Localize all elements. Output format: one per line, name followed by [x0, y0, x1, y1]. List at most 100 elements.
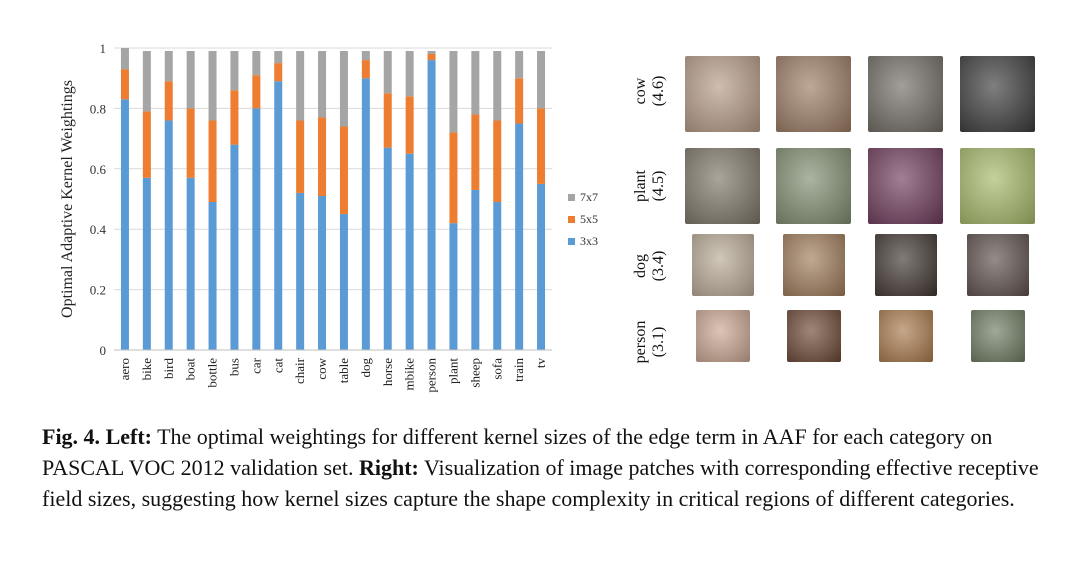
- bar-segment-car-3x3: [252, 108, 261, 351]
- x-tick-label: sheep: [467, 358, 482, 388]
- bar-segment-bus-7x7: [230, 51, 239, 91]
- bar-segment-bottle-5x5: [208, 120, 217, 203]
- patch-image-plant-2: [776, 148, 851, 224]
- x-tick-label: horse: [380, 358, 395, 386]
- patch-image-cow-3: [868, 56, 943, 132]
- row-label-name: plant: [632, 170, 649, 202]
- stacked-bar-chart: 0 0.2 0.4 0.6 0.8 1 Optimal Adaptive Kernel We…: [59, 41, 598, 393]
- bar-segment-aero-5x5: [120, 69, 129, 100]
- patch-image-cow-4: [960, 56, 1035, 132]
- row-label-cow: cow (4.6): [630, 48, 670, 134]
- bar-segment-chair-3x3: [296, 192, 305, 350]
- patch-image-dog-1: [691, 234, 754, 296]
- row-label-name: dog: [632, 254, 649, 278]
- x-tick-label: bird: [161, 358, 176, 379]
- bar-segment-bus-3x3: [230, 144, 239, 350]
- bar-segment-cat-5x5: [274, 63, 283, 82]
- bar-segment-bird-5x5: [164, 81, 173, 121]
- y-tick-label: 0.4: [90, 222, 107, 237]
- bar-segment-bird-3x3: [164, 120, 173, 350]
- bar-segment-cow-5x5: [318, 117, 327, 196]
- bar-segment-bike-3x3: [142, 177, 151, 350]
- row-label-value: (4.5): [650, 170, 667, 202]
- x-tick-label: boat: [183, 358, 198, 381]
- bar-segment-sofa-5x5: [493, 120, 502, 203]
- patch-grid: cow (4.6) plant (4.5) dog (3.4) person (3.1): [630, 48, 1050, 378]
- bar-segment-dog-7x7: [361, 51, 370, 61]
- bar-segment-plant-7x7: [449, 51, 458, 133]
- patch-image-dog-2: [782, 234, 845, 296]
- bar-segment-train-5x5: [515, 78, 524, 124]
- row-label-name: person: [632, 320, 649, 364]
- bar-segment-plant-3x3: [449, 223, 458, 350]
- row-label-plant: plant (4.5): [630, 143, 670, 229]
- patch-image-plant-3: [868, 148, 943, 224]
- x-tick-label: car: [248, 357, 263, 374]
- x-tick-label: aero: [117, 358, 132, 380]
- bar-segment-aero-3x3: [120, 99, 129, 350]
- patch-image-cow-2: [776, 56, 851, 132]
- row-label-value: (4.6): [650, 75, 667, 107]
- x-tick-label: mbike: [402, 358, 417, 391]
- bar-segment-horse-5x5: [383, 93, 392, 148]
- x-tick-label: train: [511, 358, 526, 382]
- bar-segment-table-7x7: [339, 51, 348, 127]
- bar-segment-car-7x7: [252, 51, 261, 76]
- patch-image-person-1: [695, 310, 750, 362]
- bar-segment-chair-5x5: [296, 120, 305, 193]
- row-label-person: person (3.1): [630, 306, 670, 378]
- bar-segment-car-5x5: [252, 75, 261, 109]
- legend-label-7x7: 7x7: [580, 190, 598, 204]
- bar-segment-mbike-7x7: [405, 51, 414, 97]
- left-label: Left:: [105, 424, 152, 449]
- x-tick-label: bottle: [205, 358, 220, 388]
- x-tick-label: plant: [445, 358, 460, 384]
- legend-swatch-7x7: [568, 194, 575, 201]
- bar-segment-sofa-3x3: [493, 202, 502, 350]
- bar-segment-mbike-3x3: [405, 153, 414, 350]
- right-text: Visualization of image patches with corr…: [42, 455, 1039, 511]
- bar-segment-sofa-7x7: [493, 51, 502, 121]
- bar-segment-train-7x7: [515, 51, 524, 79]
- bar-segment-chair-7x7: [296, 51, 305, 121]
- right-label: Right:: [359, 455, 419, 480]
- row-label-dog: dog (3.4): [630, 230, 670, 302]
- y-tick-label: 0: [100, 343, 107, 358]
- x-tick-label: person: [424, 358, 439, 393]
- patch-image-dog-4: [966, 234, 1029, 296]
- bar-segment-horse-3x3: [383, 147, 392, 350]
- row-label-value: (3.1): [650, 326, 667, 358]
- bar-segment-horse-7x7: [383, 51, 392, 94]
- bar-segment-train-3x3: [515, 123, 524, 350]
- y-tick-label: 1: [100, 41, 107, 56]
- bar-segment-dog-5x5: [361, 60, 370, 79]
- left-text: The optimal weightings for different ker…: [42, 424, 993, 480]
- patch-image-person-3: [878, 310, 933, 362]
- bar-segment-cat-3x3: [274, 81, 283, 350]
- bar-segment-tv-5x5: [537, 108, 546, 184]
- bar-segment-sheep-7x7: [471, 51, 480, 115]
- bar-segment-person-5x5: [427, 54, 436, 61]
- patch-image-plant-4: [960, 148, 1035, 224]
- y-tick-label: 0.6: [90, 162, 107, 177]
- legend-label-3x3: 3x3: [580, 234, 598, 248]
- patch-image-dog-3: [874, 234, 937, 296]
- bar-segment-tv-7x7: [537, 51, 546, 109]
- bar-segment-bird-7x7: [164, 51, 173, 82]
- patch-image-person-4: [970, 310, 1025, 362]
- x-tick-label: dog: [358, 358, 373, 378]
- x-tick-label: bike: [139, 358, 154, 381]
- bar-segment-bike-7x7: [142, 51, 151, 112]
- row-label-name: cow: [632, 77, 649, 105]
- x-tick-label: bus: [226, 358, 241, 376]
- legend-swatch-5x5: [568, 216, 575, 223]
- y-axis-label: Optimal Adaptive Kernel Weightings: [59, 80, 76, 318]
- bar-segment-tv-3x3: [537, 183, 546, 350]
- legend-label-5x5: 5x5: [580, 212, 598, 226]
- bar-segment-mbike-5x5: [405, 96, 414, 154]
- bar-segment-bottle-3x3: [208, 202, 217, 350]
- figure-caption: Fig. 4. Left: The optimal weightings for…: [42, 421, 1042, 514]
- row-label-value: (3.4): [650, 250, 667, 282]
- bar-segment-cow-7x7: [318, 51, 327, 118]
- bar-segment-person-7x7: [427, 51, 436, 55]
